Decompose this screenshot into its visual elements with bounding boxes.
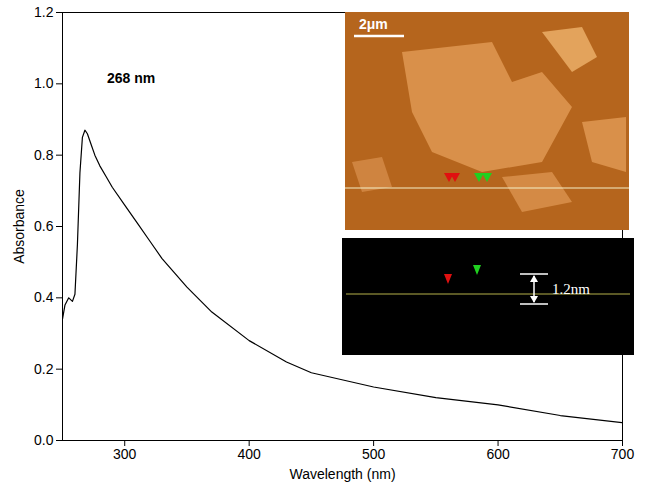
svg-text:500: 500 <box>362 446 386 462</box>
svg-text:600: 600 <box>486 446 510 462</box>
svg-text:268 nm: 268 nm <box>107 70 155 86</box>
svg-text:2μm: 2μm <box>359 16 388 32</box>
svg-text:1.2nm: 1.2nm <box>552 281 590 297</box>
svg-text:1.2: 1.2 <box>34 4 54 20</box>
svg-text:0.2: 0.2 <box>34 361 54 377</box>
svg-text:1.0: 1.0 <box>34 75 54 91</box>
svg-text:Absorbance: Absorbance <box>11 189 27 264</box>
svg-text:0.8: 0.8 <box>34 147 54 163</box>
svg-text:400: 400 <box>237 446 261 462</box>
svg-text:Wavelength (nm): Wavelength (nm) <box>289 466 395 482</box>
svg-text:0.0: 0.0 <box>34 432 54 448</box>
svg-text:700: 700 <box>611 446 635 462</box>
svg-text:300: 300 <box>113 446 137 462</box>
svg-text:0.6: 0.6 <box>34 218 54 234</box>
svg-text:0.4: 0.4 <box>34 289 54 305</box>
